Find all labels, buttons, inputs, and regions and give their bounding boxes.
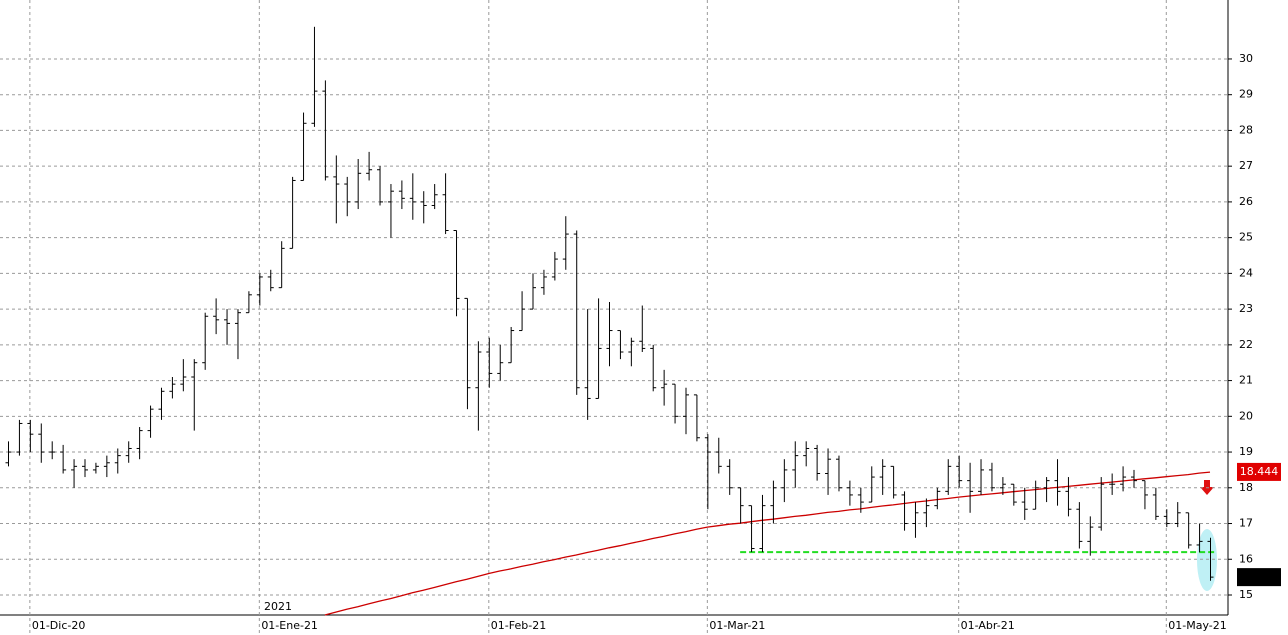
y-tick-label: 17 bbox=[1239, 517, 1253, 530]
y-tick-label: 24 bbox=[1239, 266, 1253, 279]
y-tick-label: 25 bbox=[1239, 231, 1253, 244]
x-tick-label: 01-Abr-21 bbox=[961, 619, 1015, 632]
price-label: 18.444 bbox=[1240, 465, 1279, 478]
y-tick-label: 26 bbox=[1239, 195, 1253, 208]
price-box bbox=[1237, 462, 1281, 481]
y-tick-label: 30 bbox=[1239, 52, 1253, 65]
y-tick-label: 15 bbox=[1239, 588, 1253, 601]
x-tick-label: 01-Dic-20 bbox=[32, 619, 86, 632]
last-price-box bbox=[1237, 568, 1281, 587]
y-tick-label: 18 bbox=[1239, 481, 1253, 494]
x-tick-label: 01-May-21 bbox=[1168, 619, 1226, 632]
y-tick-label: 27 bbox=[1239, 159, 1253, 172]
y-tick-label: 19 bbox=[1239, 445, 1253, 458]
y-tick-label: 23 bbox=[1239, 302, 1253, 315]
y-tick-label: 28 bbox=[1239, 123, 1253, 136]
y-tick-label: 22 bbox=[1239, 338, 1253, 351]
y-tick-label: 16 bbox=[1239, 552, 1253, 565]
year-label: 2021 bbox=[264, 600, 292, 613]
x-tick-label: 01-Mar-21 bbox=[709, 619, 765, 632]
y-tick-label: 29 bbox=[1239, 88, 1253, 101]
y-tick-label: 20 bbox=[1239, 409, 1253, 422]
x-tick-label: 01-Feb-21 bbox=[491, 619, 546, 632]
moving-average bbox=[324, 471, 1211, 616]
highlight-ellipse bbox=[1197, 529, 1217, 591]
x-tick-label: 01-Ene-21 bbox=[261, 619, 318, 632]
y-tick-label: 21 bbox=[1239, 374, 1253, 387]
